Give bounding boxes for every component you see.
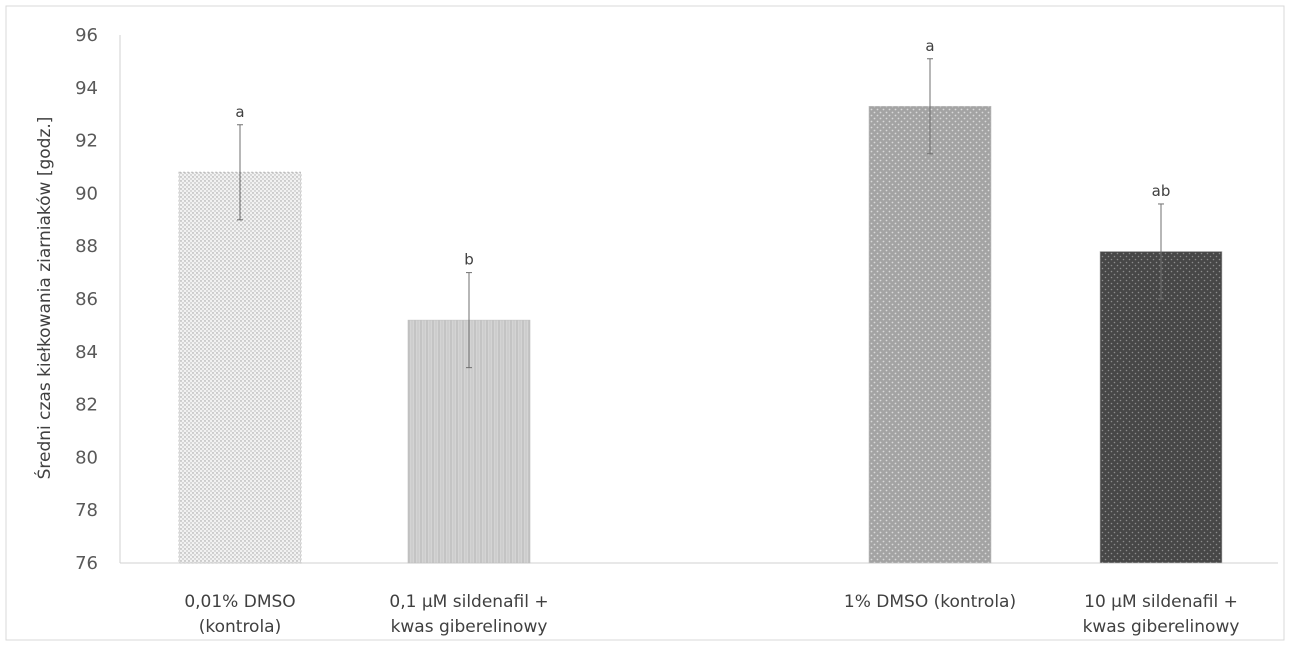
y-tick-label: 90 (75, 183, 98, 204)
y-axis-title: Średni czas kiełkowania ziarniaków [godz… (33, 117, 55, 480)
y-tick-label: 96 (75, 25, 98, 46)
category-label: 10 µM sildenafil + (1084, 592, 1238, 612)
category-label: (kontrola) (199, 617, 282, 637)
category-labels: 0,01% DMSO (kontrola) 0,1 µM sildenafil + k… (184, 592, 1239, 637)
significance-label: b (464, 251, 474, 269)
bar (1099, 251, 1223, 564)
y-axis: 76 78 80 82 84 86 88 90 92 94 96 (75, 25, 98, 574)
y-tick-label: 82 (75, 395, 98, 416)
significance-label: a (925, 37, 934, 55)
significance-label: ab (1152, 182, 1171, 200)
y-tick-label: 92 (75, 131, 98, 152)
category-label: 1% DMSO (kontrola) (844, 592, 1016, 612)
y-tick-label: 88 (75, 236, 98, 257)
category-label: kwas giberelinowy (1083, 617, 1240, 637)
y-tick-label: 86 (75, 289, 98, 310)
category-label: 0,01% DMSO (184, 592, 295, 612)
y-tick-label: 78 (75, 500, 98, 521)
y-tick-label: 76 (75, 553, 98, 574)
category-label: kwas giberelinowy (391, 617, 548, 637)
significance-label: a (235, 103, 244, 121)
bar (178, 171, 302, 564)
bar (868, 105, 992, 564)
category-label: 0,1 µM sildenafil + (389, 592, 548, 612)
y-tick-label: 80 (75, 447, 98, 468)
y-tick-label: 84 (75, 342, 98, 363)
y-tick-label: 94 (75, 78, 98, 99)
